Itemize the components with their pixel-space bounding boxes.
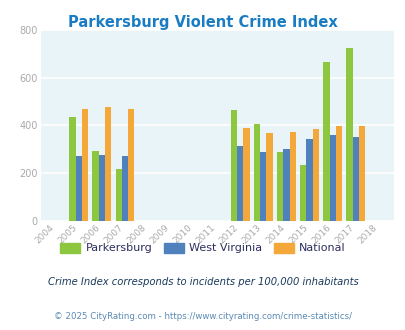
Bar [322,62,329,221]
Text: Crime Index corresponds to incidents per 100,000 inhabitants: Crime Index corresponds to incidents per… [47,277,358,287]
Bar [98,154,104,221]
Bar [345,48,352,221]
Bar [289,132,295,221]
Bar [243,128,249,221]
Bar [81,109,88,221]
Bar [92,151,98,221]
Bar [299,165,306,221]
Bar [335,126,341,221]
Text: Parkersburg Violent Crime Index: Parkersburg Violent Crime Index [68,15,337,30]
Bar [104,107,111,221]
Bar [306,139,312,221]
Bar [358,126,364,221]
Text: © 2025 CityRating.com - https://www.cityrating.com/crime-statistics/: © 2025 CityRating.com - https://www.city… [54,312,351,321]
Bar [283,149,289,221]
Bar [237,146,243,221]
Bar [69,116,75,221]
Bar [352,137,358,221]
Bar [312,129,318,221]
Bar [329,135,335,221]
Bar [230,110,237,221]
Bar [254,124,260,221]
Bar [75,156,82,221]
Bar [260,152,266,221]
Bar [277,152,283,221]
Bar [115,169,122,221]
Legend: Parkersburg, West Virginia, National: Parkersburg, West Virginia, National [56,238,349,258]
Bar [122,156,128,221]
Bar [266,133,272,221]
Bar [128,109,134,221]
